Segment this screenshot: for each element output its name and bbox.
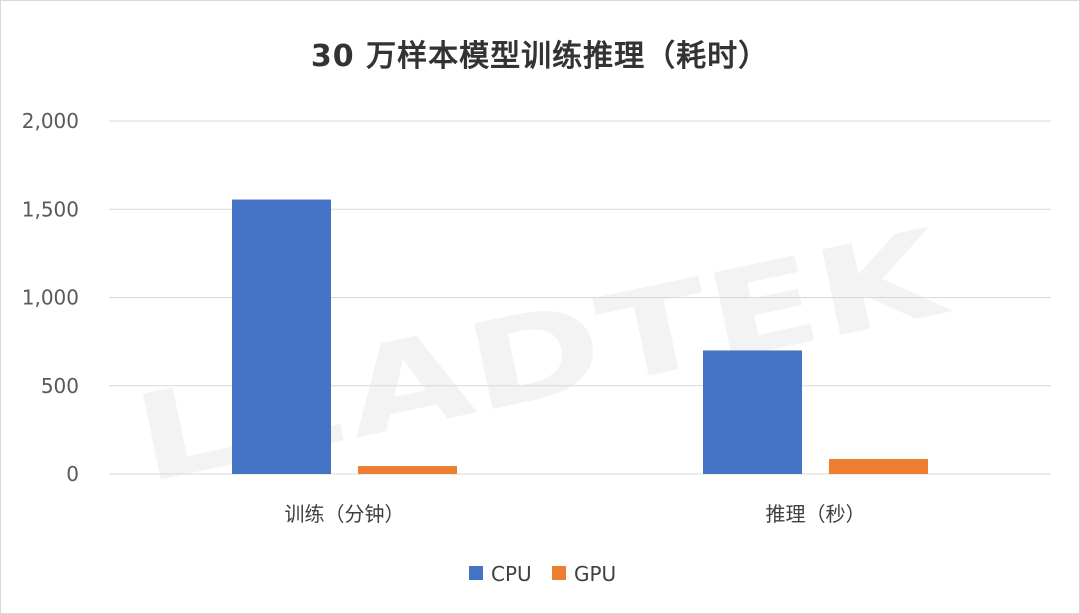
bars (232, 199, 928, 475)
legend-label-cpu: CPU (491, 562, 532, 586)
chart-title: 30 万样本模型训练推理（耗时） (310, 39, 770, 74)
y-tick-label: 500 (41, 374, 79, 398)
x-category-label: 训练（分钟） (285, 502, 405, 526)
bar-gpu-1 (829, 458, 928, 474)
bar-cpu-0 (232, 199, 331, 475)
legend-swatch-gpu (552, 566, 566, 580)
y-tick-label: 0 (66, 462, 79, 486)
legend-swatch-cpu (469, 566, 483, 580)
legend-label-gpu: GPU (574, 562, 616, 586)
bar-gpu-0 (358, 466, 457, 474)
x-axis-categories: 训练（分钟） 推理（秒） (285, 502, 866, 526)
y-tick-label: 1,000 (22, 286, 79, 310)
y-tick-label: 1,500 (22, 197, 79, 221)
bar-cpu-1 (703, 350, 802, 474)
y-tick-label: 2,000 (22, 109, 79, 133)
legend: CPU GPU (469, 562, 616, 586)
y-axis-ticks: 0 500 1,000 1,500 2,000 (22, 109, 79, 486)
x-category-label: 推理（秒） (766, 502, 866, 526)
